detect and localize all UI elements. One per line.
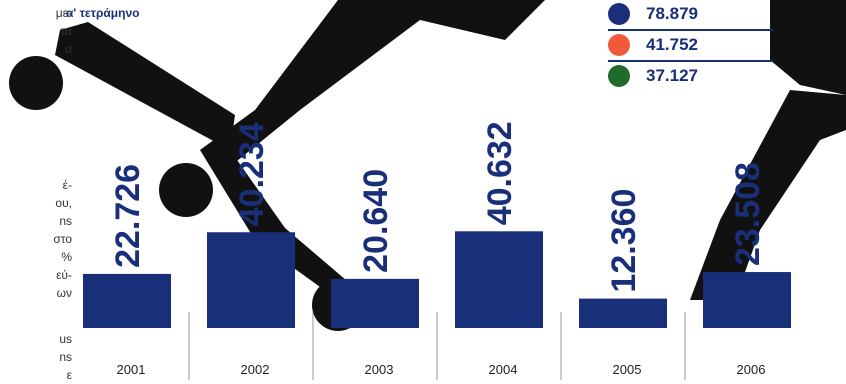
side-text-line: ε (66, 368, 72, 382)
bar-2004 (455, 231, 543, 328)
value-labels-layer: 22.726 40.234 20.640 40.632 12.360 23.508 (109, 121, 767, 292)
x-tick-labels-layer: 2001 2002 2003 2004 2005 2006 (117, 362, 766, 377)
x-tick-label-2003: 2003 (365, 362, 394, 377)
side-text-middle: έ- ου, ns στο % εύ- ων (0, 176, 72, 302)
value-label-2006: 23.508 (729, 162, 767, 266)
bar-2005 (579, 298, 667, 328)
side-text-line: τα (60, 24, 72, 38)
legend-value: 41.752 (646, 35, 698, 54)
side-text-line: στο (53, 232, 72, 246)
side-text-line: ου, (55, 196, 72, 210)
side-text-line: ns (59, 214, 72, 228)
side-text-line: us (59, 332, 72, 346)
value-label-2002: 40.234 (233, 122, 271, 226)
value-label-2003: 20.640 (357, 169, 395, 273)
separators-layer (188, 312, 686, 380)
figure-right-limb (770, 0, 846, 95)
side-text-line: % (61, 250, 72, 264)
ball-1 (9, 56, 63, 110)
x-tick-label-2006: 2006 (737, 362, 766, 377)
legend-item: 78.879 (608, 0, 773, 31)
x-tick-label-2005: 2005 (613, 362, 642, 377)
side-text-line: ων (56, 286, 72, 300)
bars-layer (83, 231, 791, 328)
value-label-2005: 12.360 (605, 189, 643, 293)
side-text-line: α (65, 42, 72, 56)
x-tick-label-2002: 2002 (241, 362, 270, 377)
figure-arm-upper (55, 22, 235, 150)
ball-2 (159, 163, 213, 217)
legend-item: 41.752 (608, 31, 773, 62)
value-label-2004: 40.632 (481, 121, 519, 225)
value-label-2001: 22.726 (109, 164, 147, 268)
side-text-line: έ- (62, 178, 72, 192)
background-figure (9, 0, 846, 331)
legend-dot-icon (608, 3, 630, 25)
bar-2001 (83, 273, 171, 328)
figure-right-leg (690, 90, 846, 300)
legend: 78.879 41.752 37.127 (608, 0, 773, 91)
legend-dot-icon (608, 65, 630, 87)
period-annotation: α' τετράμηνο (66, 6, 140, 20)
figure-torso (200, 0, 545, 165)
side-text-line: εύ- (56, 268, 72, 282)
legend-item: 37.127 (608, 62, 773, 91)
bar-2002 (207, 232, 295, 328)
side-text-line: με- (55, 6, 72, 20)
side-text-line: ns (59, 350, 72, 364)
side-text-bottom: us ns ε (0, 330, 72, 384)
legend-dot-icon (608, 34, 630, 56)
figure-leg (200, 150, 360, 305)
legend-value: 37.127 (646, 66, 698, 85)
x-tick-label-2001: 2001 (117, 362, 146, 377)
legend-value: 78.879 (646, 4, 698, 23)
x-tick-label-2004: 2004 (489, 362, 518, 377)
bar-2003 (331, 278, 419, 328)
bar-2006 (703, 272, 791, 328)
side-text-top: με- τα α (0, 4, 72, 58)
